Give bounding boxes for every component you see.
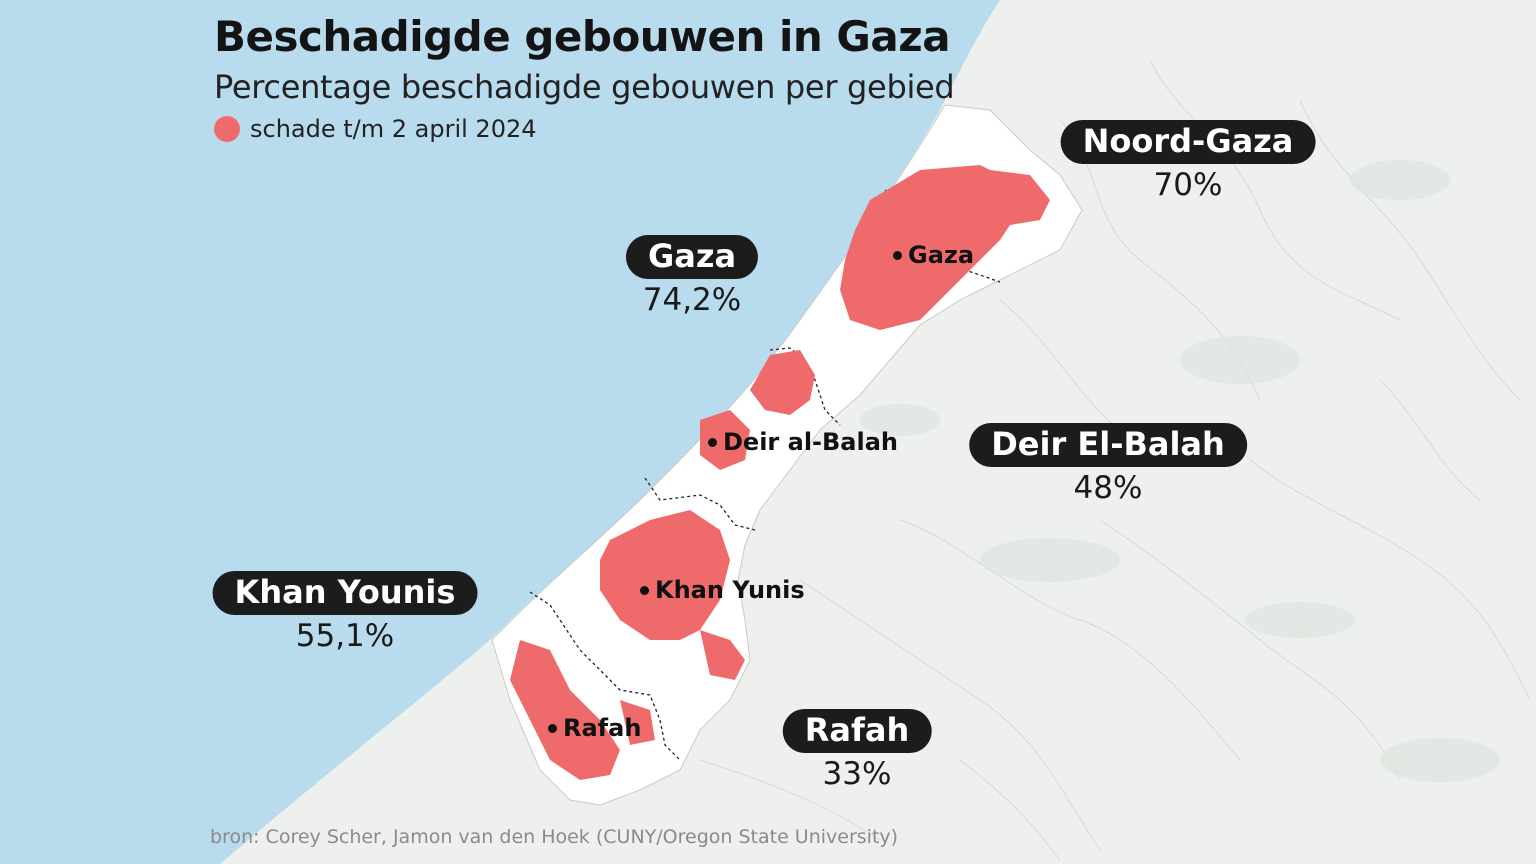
city-label-khan-yunis: Khan Yunis bbox=[640, 576, 805, 604]
region-label-deir-el-balah: Deir El-Balah 48% bbox=[969, 423, 1247, 507]
vegetation-patches bbox=[860, 160, 1500, 782]
terrain-texture bbox=[699, 59, 1531, 861]
region-name: Gaza bbox=[625, 235, 759, 279]
region-name: Khan Younis bbox=[212, 571, 478, 615]
city-name: Deir al-Balah bbox=[723, 428, 898, 456]
city-label-rafah: Rafah bbox=[548, 714, 641, 742]
page-title: Beschadigde gebouwen in Gaza bbox=[214, 12, 951, 61]
region-percentage: 48% bbox=[1073, 470, 1143, 506]
damage-layer bbox=[510, 165, 1050, 780]
city-label-deir-al-balah: Deir al-Balah bbox=[708, 428, 898, 456]
city-name: Gaza bbox=[908, 241, 975, 269]
city-name: Khan Yunis bbox=[655, 576, 805, 604]
legend: schade t/m 2 april 2024 bbox=[214, 115, 537, 143]
legend-swatch bbox=[214, 116, 240, 142]
city-name: Rafah bbox=[563, 714, 642, 742]
region-name: Rafah bbox=[782, 709, 932, 753]
city-marker bbox=[708, 437, 717, 447]
page-subtitle: Percentage beschadigde gebouwen per gebi… bbox=[214, 68, 955, 106]
city-label-gaza: Gaza bbox=[893, 241, 974, 269]
region-name: Deir El-Balah bbox=[969, 423, 1247, 467]
city-marker bbox=[548, 723, 557, 733]
mediterranean-sea bbox=[0, 0, 1000, 864]
city-marker bbox=[640, 585, 649, 595]
city-marker bbox=[893, 250, 902, 260]
region-label-gaza: Gaza 74,2% bbox=[625, 235, 759, 319]
region-name: Noord-Gaza bbox=[1060, 120, 1316, 164]
source-note: bron: Corey Scher, Jamon van den Hoek (C… bbox=[210, 826, 899, 848]
region-label-khan-younis: Khan Younis 55,1% bbox=[212, 571, 478, 655]
region-percentage: 55,1% bbox=[295, 618, 395, 654]
region-label-noord-gaza: Noord-Gaza 70% bbox=[1060, 120, 1316, 204]
region-label-rafah: Rafah 33% bbox=[782, 709, 932, 793]
region-percentage: 33% bbox=[822, 756, 892, 792]
region-percentage: 70% bbox=[1153, 167, 1223, 203]
legend-label: schade t/m 2 april 2024 bbox=[250, 115, 537, 143]
region-percentage: 74,2% bbox=[642, 282, 742, 318]
